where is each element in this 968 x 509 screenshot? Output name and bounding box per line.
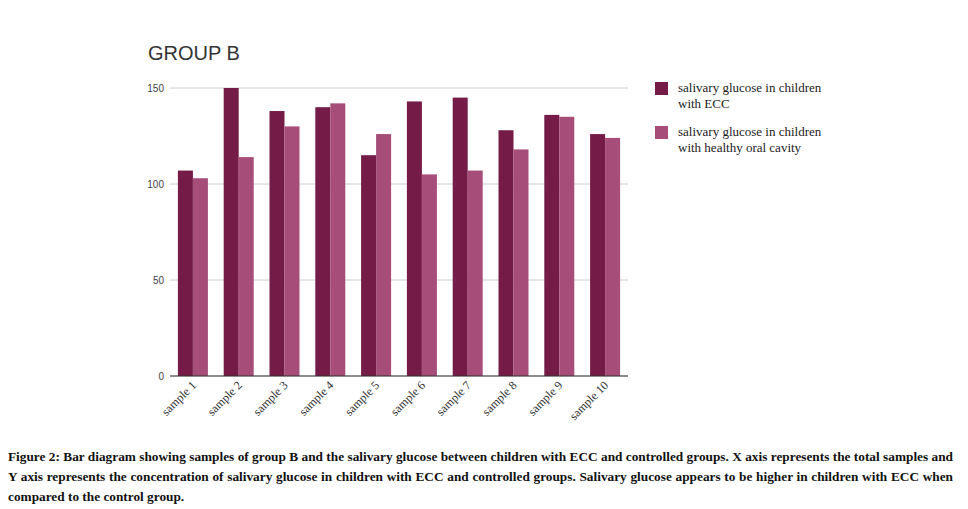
bar <box>590 134 605 376</box>
chart: GROUP B 0 50 100 150 sample 1sample 2sample 3… <box>0 0 968 509</box>
y-tick-label: 0 <box>158 371 164 382</box>
bar <box>193 178 208 376</box>
bar <box>270 111 285 376</box>
bar <box>376 134 391 376</box>
bar <box>468 171 483 376</box>
bar <box>499 130 514 376</box>
bar <box>453 98 468 376</box>
bar <box>422 174 437 376</box>
bar <box>178 171 193 376</box>
bar <box>544 115 559 376</box>
y-tick-label: 100 <box>147 179 164 190</box>
x-tick-label: sample 4 <box>296 378 336 418</box>
bar <box>315 107 330 376</box>
bar <box>361 155 376 376</box>
x-tick-label: sample 8 <box>479 378 519 418</box>
x-tick-label: sample 3 <box>250 378 290 418</box>
bar <box>330 103 345 376</box>
legend-label: salivary glucose in children with ECC <box>678 80 838 112</box>
x-axis <box>170 376 628 377</box>
legend-swatch <box>655 82 668 95</box>
grid-line <box>170 376 628 377</box>
x-tick-label: sample 7 <box>434 378 474 418</box>
bars <box>178 88 620 376</box>
x-tick-label: sample 6 <box>388 378 428 418</box>
bar <box>285 126 300 376</box>
x-tick-label: sample 1 <box>159 378 199 418</box>
legend-swatch <box>655 126 668 139</box>
x-tick-label: sample 2 <box>205 378 245 418</box>
x-tick-label: sample 9 <box>525 378 565 418</box>
bar <box>559 117 574 376</box>
y-tick-label: 150 <box>147 83 164 94</box>
x-tick-label: sample 10 <box>567 378 612 423</box>
caption: Figure 2: Bar diagram showing samples of… <box>8 447 953 507</box>
bar <box>407 101 422 376</box>
bar <box>224 88 239 376</box>
bar <box>239 157 254 376</box>
bar <box>605 138 620 376</box>
y-tick-label: 50 <box>153 275 165 286</box>
bar <box>514 149 529 376</box>
title: GROUP B <box>148 42 240 64</box>
legend-label: salivary glucose in children with health… <box>678 124 838 156</box>
x-tick-label: sample 5 <box>342 378 382 418</box>
